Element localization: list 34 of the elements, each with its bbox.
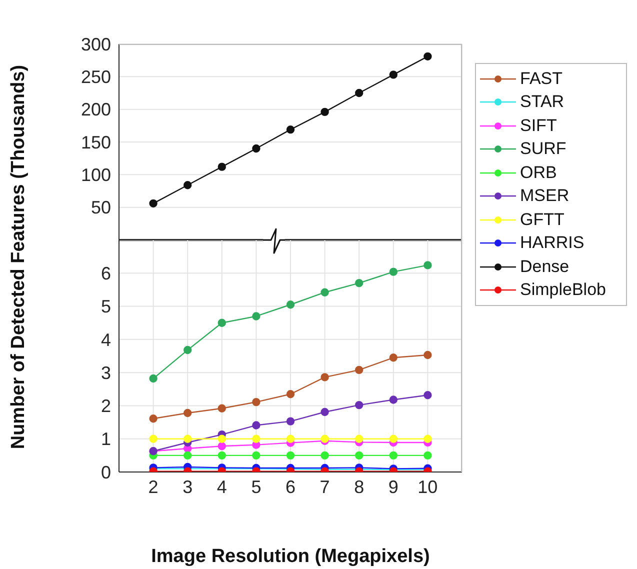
legend-label: GFTT [520, 210, 564, 230]
legend-label: SURF [520, 139, 566, 160]
y-tick-label: 2 [100, 396, 111, 416]
y-tick-label: 4 [100, 330, 111, 350]
x-tick-label: 4 [216, 476, 227, 497]
y-tick-label: 300 [80, 34, 111, 54]
y-tick-label: 6 [100, 264, 111, 284]
x-tick-label: 9 [388, 476, 398, 497]
y-tick-label: 200 [80, 100, 111, 120]
y-tick-label: 50 [90, 198, 111, 218]
legend-label: STAR [520, 92, 564, 112]
x-tick-label: 2 [148, 476, 158, 497]
x-tick-label: 8 [354, 476, 364, 497]
x-axis-title: Image Resolution (Megapixels) [151, 546, 430, 567]
legend-label: SimpleBlob [520, 280, 606, 300]
y-tick-label: 5 [100, 296, 111, 317]
y-axis-title: Number of Detected Features (Thousands) [8, 64, 29, 450]
legend-label: MSER [520, 186, 570, 206]
legend-label: SIFT [520, 116, 557, 136]
y-tick-label: 150 [80, 132, 111, 152]
y-tick-label: 0 [100, 462, 111, 482]
y-tick-label: 3 [100, 362, 111, 383]
x-tick-label: 5 [251, 476, 262, 497]
y-tick-label: 1 [100, 429, 111, 450]
x-tick-label: 7 [320, 476, 330, 497]
y-tick-label: 250 [80, 67, 111, 88]
x-tick-label: 10 [418, 476, 438, 497]
x-tick-label: 6 [285, 476, 296, 497]
y-tick-label: 100 [80, 165, 111, 186]
legend-label: ORB [520, 162, 557, 183]
legend-label: HARRIS [520, 233, 584, 254]
legend-label: Dense [520, 256, 570, 277]
x-tick-label: 3 [182, 476, 193, 497]
legend-label: FAST [520, 68, 563, 89]
